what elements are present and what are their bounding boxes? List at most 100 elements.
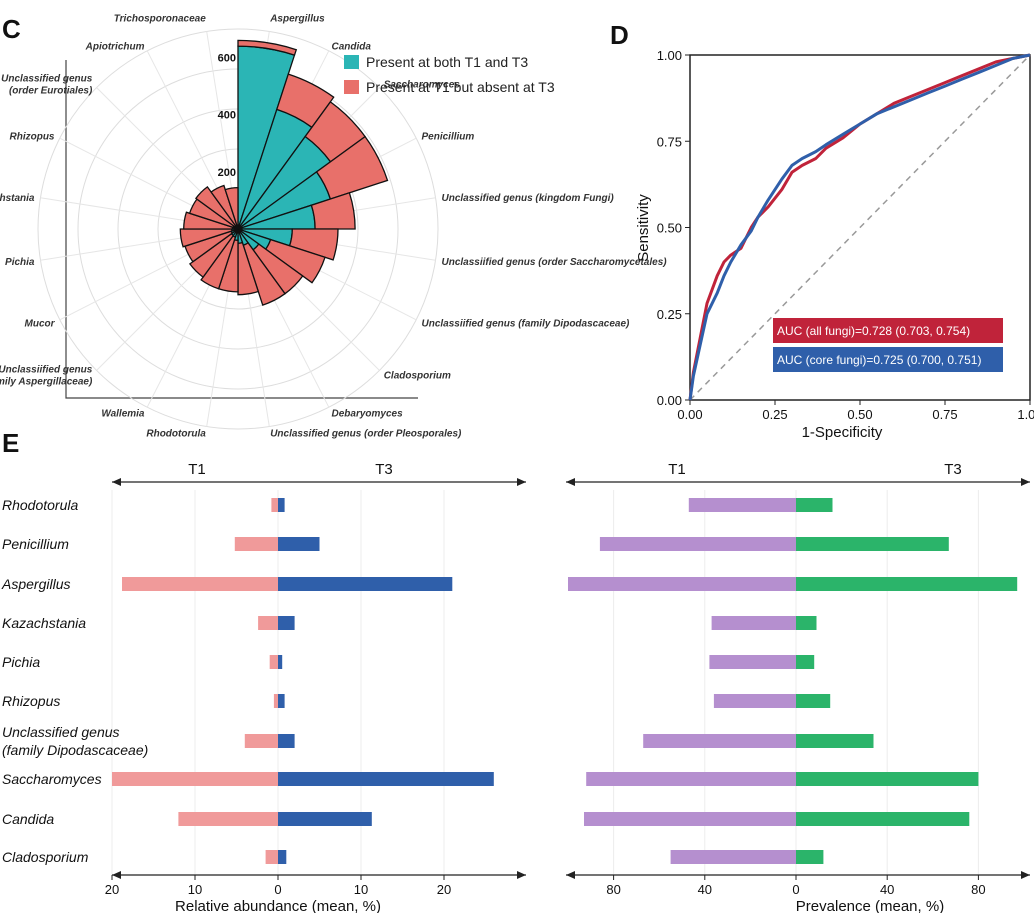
panel-e-label: E (2, 428, 19, 458)
abundance-bar-t1-aspergillus (122, 577, 278, 591)
prevalence-tick-4: 80 (971, 882, 985, 897)
abundance-arrow-label-t1: T1 (188, 461, 206, 478)
roc-x-tick-0: 0.00 (677, 407, 702, 422)
prevalence-bar-t3-unclassified-genus-family-dipodascaceae (796, 734, 874, 748)
panel-c-frame (65, 60, 418, 399)
prevalence-bar-t1-aspergillus (568, 577, 796, 591)
abundance-arrow-label-t3: T3 (375, 461, 393, 478)
prevalence-bar-t3-saccharomyces (796, 772, 979, 786)
polar-bar-t1only-debaryomyces (242, 241, 286, 306)
polar-label-unclassified-genus-family-dipodascaceae: Unclassiified genus (family Dipodascacea… (422, 319, 631, 330)
polar-radial-tick-200: 200 (218, 167, 236, 179)
abundance-bar-t3-cladosporium (278, 850, 287, 864)
roc-x-tick-1: 0.25 (762, 407, 787, 422)
roc-y-tick-2: 0.50 (657, 221, 682, 236)
prevalence-bar-t3-cladosporium (796, 850, 824, 864)
abundance-bar-t1-rhodotorula (271, 498, 278, 512)
row-label-rhizopus: Rhizopus (2, 693, 60, 709)
abundance-bar-t1-penicillium (234, 537, 278, 551)
polar-label-rhodotorula: Rhodotorula (146, 429, 206, 440)
prevalence-x-label: Prevalence (mean, %) (796, 898, 944, 913)
prevalence-tick-1: 40 (698, 882, 712, 897)
prevalence-bar-t1-candida (584, 812, 796, 826)
roc-y-label: Sensitivity (635, 194, 652, 262)
roc-x-tick-2: 0.50 (847, 407, 872, 422)
prevalence-bar-t1-saccharomyces (586, 772, 796, 786)
abundance-bar-t3-rhodotorula (278, 498, 285, 512)
legend-swatch-t1-only (344, 80, 359, 94)
abundance-x-label: Relative abundance (mean, %) (175, 898, 381, 913)
polar-bar-t1only-wallemia (200, 234, 237, 290)
prevalence-tick-3: 40 (880, 882, 894, 897)
roc-x-tick-3: 0.75 (932, 407, 957, 422)
abundance-bar-t3-saccharomyces (278, 772, 494, 786)
prevalence-bar-t3-kazachstania (796, 616, 817, 630)
polar-label-saccharomyces: Saccharomyces (384, 79, 461, 90)
prevalence-bar-t1-rhodotorula (688, 498, 796, 512)
prevalence-bar-t3-rhizopus (796, 694, 831, 708)
abundance-tick-4: 20 (437, 882, 451, 897)
prevalence-bar-t1-unclassified-genus-family-dipodascaceae (643, 734, 796, 748)
polar-bar-t1only-apiotrichum (210, 184, 238, 228)
legend-both-label: Present at both T1 and T3 (366, 54, 528, 70)
row-label-rhodotorula: Rhodotorula (2, 497, 78, 513)
polar-bar-t1only-pichia (179, 228, 233, 248)
panel-c-legend: Present at both T1 and T3 Present at T1 … (344, 54, 555, 95)
roc-y-tick-1: 0.25 (657, 307, 682, 322)
abundance-arrow-right-bottom (517, 871, 526, 879)
panel-d: D 0.000.00 0.25 0.25 0.50 0.50 0.75 0.75 1.00 1.… (610, 20, 1034, 441)
polar-label-aspergillus: Aspergillus (269, 14, 325, 25)
polar-label-mucor: Mucor (25, 319, 56, 330)
roc-curve-all-fungi (688, 53, 1031, 401)
abundance-arrow-right-top (517, 478, 526, 486)
abundance-bar-t1-unclassified-genus-family-dipodascaceae (244, 734, 278, 748)
polar-label-rhizopus: Rhizopus (10, 132, 55, 143)
polar-bar-t1only-unclassified-genus-order-saccharomycetales (288, 228, 339, 261)
prevalence-bar-t3-candida (796, 812, 970, 826)
prevalence-arrow-right-top (1021, 478, 1030, 486)
abundance-bar-t3-kazachstania (278, 616, 295, 630)
polar-bar-t1only-unclassified-genus-family-dipodascaceae (264, 238, 326, 284)
abundance-bar-t1-candida (178, 812, 278, 826)
roc-y-tick-0: 0.00 (657, 393, 682, 408)
panel-e: E T1 T3 20 10 0 10 20 Rhodotorula Penicillium Asp… (1, 428, 1030, 913)
polar-bar-t1only-kazachstania (183, 211, 234, 230)
prevalence-tick-0: 80 (606, 882, 620, 897)
prevalence-bar-t3-rhodotorula (796, 498, 833, 512)
prevalence-arrow-left-top (566, 478, 575, 486)
polar-radial-tick-600: 600 (218, 53, 236, 65)
prevalence-bar-t1-rhizopus (713, 694, 796, 708)
abundance-bar-t1-cladosporium (265, 850, 279, 864)
polar-label-apiotrichum: Apiotrichum (85, 42, 145, 53)
roc-y-tick-3: 0.75 (657, 134, 682, 149)
roc-y-tick-4: 1.00 (657, 48, 682, 63)
row-label-pichia: Pichia (2, 654, 40, 670)
polar-label-wallemia: Wallemia (101, 409, 145, 420)
polar-label-unclassified-genus-order-pleosporales: Unclassified genus (order Pleosporales) (270, 429, 462, 440)
auc-all-box (773, 318, 1003, 343)
prevalence-bar-t1-pichia (709, 655, 796, 669)
prevalence-bar-t3-aspergillus (796, 577, 1018, 591)
prevalence-bar-t1-cladosporium (670, 850, 796, 864)
prevalence-bar-t1-penicillium (599, 537, 796, 551)
prevalence-arrow-left-bottom (566, 871, 575, 879)
row-label-saccharomyces: Saccharomyces (2, 771, 102, 787)
row-label-aspergillus: Aspergillus (1, 576, 70, 592)
polar-label-cladosporium: Cladosporium (384, 371, 451, 382)
roc-x-tick-4: 1.00 (1017, 407, 1034, 422)
polar-label-trichosporonaceae: Trichosporonaceae (114, 14, 207, 25)
polar-grid-ring-5 (37, 28, 439, 430)
roc-curve-core-fungi (688, 53, 1031, 401)
abundance-bar-t1-saccharomyces (112, 772, 278, 786)
row-label-kazachstania: Kazachstania (2, 615, 86, 631)
prevalence-bar-t1-kazachstania (711, 616, 796, 630)
row-label-unclassified-genus-family-dipodascaceae: Unclassified genus (family Dipodascaceae) (2, 724, 148, 758)
abundance-arrow-left-bottom (112, 871, 121, 879)
auc-core-label: AUC (core fungi)=0.725 (0.700, 0.751) (777, 353, 981, 367)
abundance-tick-0: 20 (105, 882, 119, 897)
prevalence-arrow-right-bottom (1021, 871, 1030, 879)
polar-label-unclassified-genus-family-aspergillaceae: Unclassiified genus(family Aspergillacea… (0, 365, 93, 388)
roc-diagonal (689, 54, 1031, 401)
polar-label-unclassified-genus-kingdom-fungi: Unclassified genus (kingdom Fungi) (442, 193, 615, 204)
abundance-bar-t3-penicillium (278, 537, 320, 551)
